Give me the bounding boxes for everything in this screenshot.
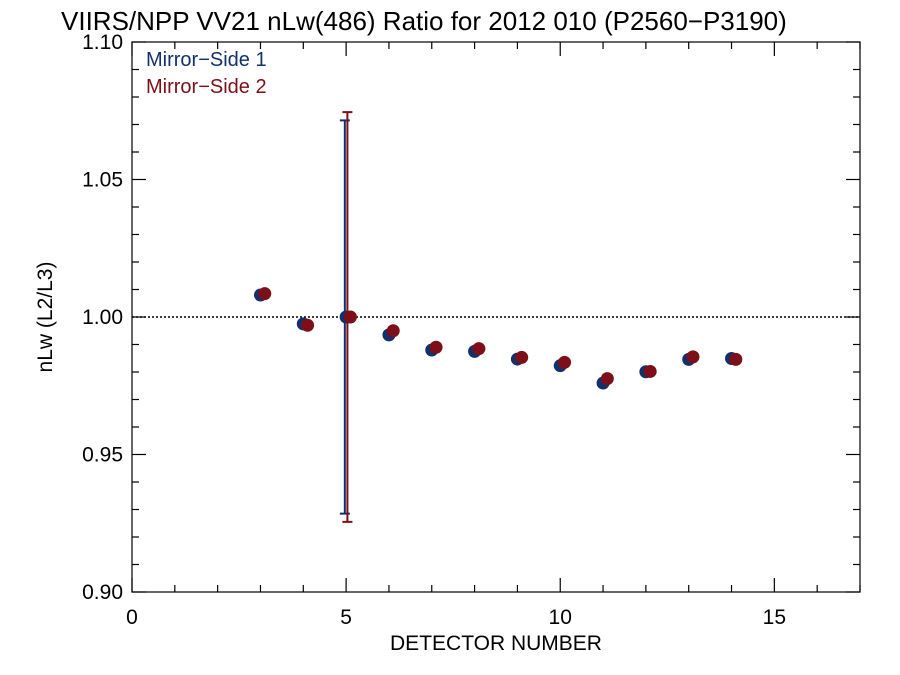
data-point bbox=[729, 352, 743, 366]
data-point bbox=[386, 324, 400, 338]
legend-entry: Mirror−Side 2 bbox=[146, 76, 267, 98]
x-tick-label: 10 bbox=[549, 606, 572, 629]
data-point bbox=[472, 342, 486, 356]
data-points bbox=[253, 287, 743, 390]
legend: Mirror−Side 1 Mirror−Side 2 bbox=[146, 49, 267, 98]
data-point bbox=[429, 340, 443, 354]
legend-entry: Mirror−Side 1 bbox=[146, 49, 267, 71]
data-point bbox=[643, 364, 657, 378]
x-tick-label: 15 bbox=[763, 606, 786, 629]
data-point bbox=[515, 350, 529, 364]
data-point bbox=[258, 287, 272, 301]
data-point bbox=[600, 372, 614, 386]
y-tick-label: 0.95 bbox=[82, 444, 123, 467]
data-point bbox=[343, 310, 357, 324]
y-tick-label: 1.05 bbox=[82, 169, 123, 192]
data-point bbox=[558, 355, 572, 369]
x-axis-label: DETECTOR NUMBER bbox=[390, 632, 602, 655]
data-point bbox=[301, 318, 315, 332]
y-axis-label: nLw (L2/L3) bbox=[34, 262, 57, 373]
axis-ticks bbox=[131, 41, 861, 593]
y-tick-label: 1.00 bbox=[82, 306, 123, 329]
y-tick-label: 1.10 bbox=[82, 31, 123, 54]
x-tick-label: 0 bbox=[126, 606, 138, 629]
chart-title: VIIRS/NPP VV21 nLw(486) Ratio for 2012 0… bbox=[61, 6, 787, 36]
x-tick-label: 5 bbox=[340, 606, 352, 629]
axis-tick-labels: 0 5 10 15 0.90 0.95 1.00 1.05 1.10 bbox=[82, 31, 786, 629]
y-tick-label: 0.90 bbox=[82, 581, 123, 604]
data-point bbox=[686, 350, 700, 364]
